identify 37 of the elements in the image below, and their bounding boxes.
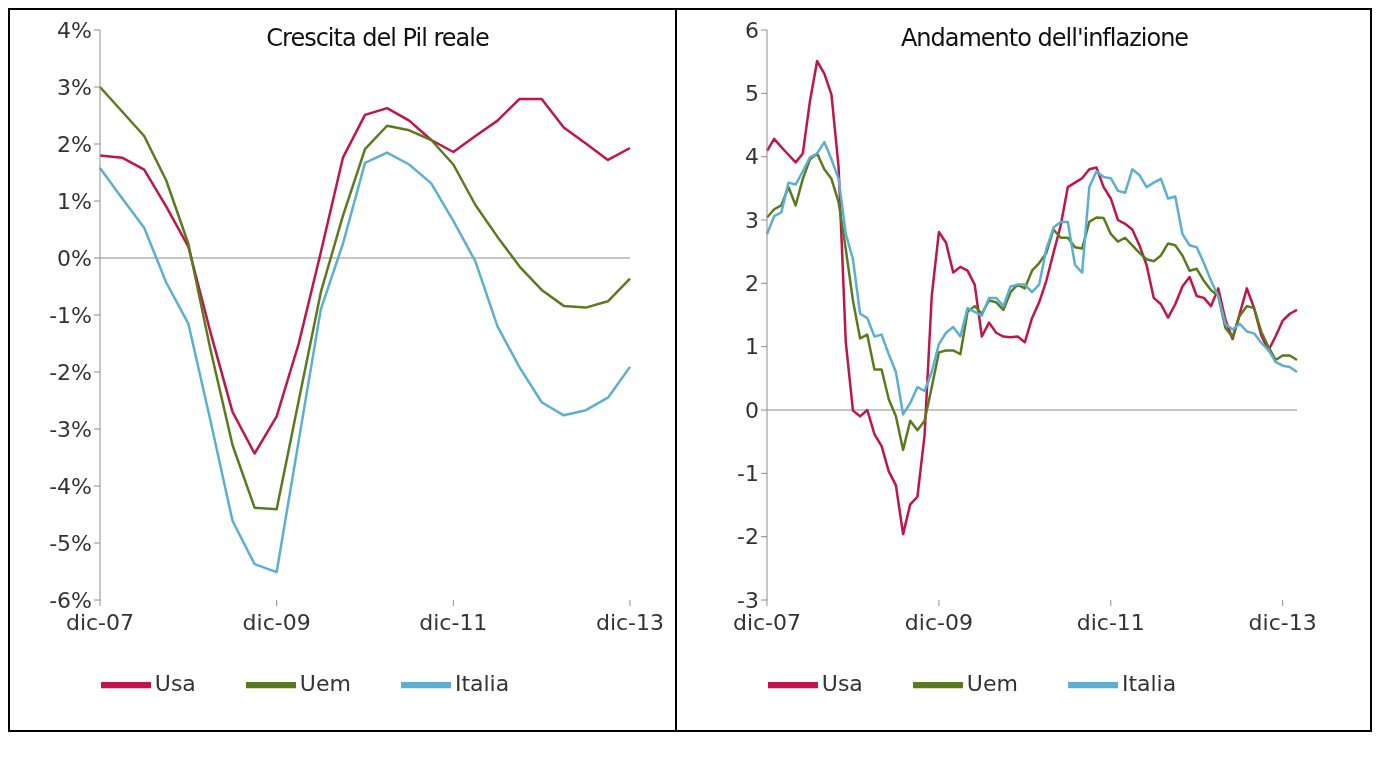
y-tick-label: 2% bbox=[57, 131, 92, 157]
x-tick-label: dic-13 bbox=[595, 610, 665, 635]
y-tick-label: -4% bbox=[49, 473, 92, 499]
legend-label: Uem bbox=[299, 671, 351, 696]
y-tick-label: 0 bbox=[745, 397, 759, 423]
y-tick-label: 3 bbox=[745, 207, 759, 233]
y-tick-label: -6% bbox=[49, 587, 92, 613]
chart-title: Andamento dell'inflazione bbox=[900, 24, 1189, 52]
y-tick-label: 4 bbox=[745, 144, 759, 170]
legend-label: Uem bbox=[966, 671, 1018, 696]
y-tick-label: -1 bbox=[737, 461, 759, 487]
x-tick-label: dic-11 bbox=[1076, 610, 1145, 635]
legend-label: Italia bbox=[454, 671, 510, 696]
x-tick-label: dic-09 bbox=[904, 610, 973, 635]
y-tick-label: -1% bbox=[49, 302, 92, 328]
y-tick-label: 3% bbox=[57, 74, 92, 100]
y-tick-label: 4% bbox=[57, 17, 92, 43]
y-tick-label: -3 bbox=[737, 587, 759, 613]
y-tick-label: 5 bbox=[745, 81, 759, 107]
legend-label: Usa bbox=[821, 671, 863, 696]
y-tick-label: 1% bbox=[57, 188, 92, 214]
x-tick-label: dic-11 bbox=[419, 610, 488, 635]
x-tick-label: dic-07 bbox=[65, 610, 135, 635]
y-tick-label: -3% bbox=[49, 416, 92, 442]
legend-label: Italia bbox=[1121, 671, 1177, 696]
chart-title: Crescita del Pil reale bbox=[266, 24, 489, 52]
x-tick-label: dic-09 bbox=[242, 610, 311, 635]
y-tick-label: 2 bbox=[745, 271, 759, 297]
y-tick-label: -2% bbox=[49, 359, 92, 385]
y-tick-label: 0% bbox=[57, 245, 92, 271]
y-tick-label: 1 bbox=[745, 334, 759, 360]
x-tick-label: dic-13 bbox=[1248, 610, 1317, 635]
y-tick-label: 6 bbox=[745, 17, 759, 43]
legend-label: Usa bbox=[154, 671, 196, 696]
y-tick-label: -5% bbox=[49, 530, 92, 556]
y-tick-label: -2 bbox=[737, 524, 759, 550]
x-tick-label: dic-07 bbox=[732, 610, 802, 635]
